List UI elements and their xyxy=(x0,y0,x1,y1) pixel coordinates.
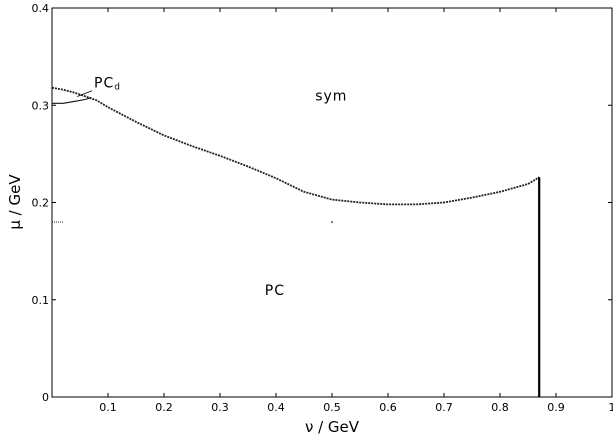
plot-frame xyxy=(51,7,613,398)
x-tick-label: 0.8 xyxy=(491,401,509,414)
region-label: PC xyxy=(265,283,285,299)
phase-boundary-line xyxy=(51,86,540,206)
annotation-pointer-line xyxy=(77,90,93,97)
y-tick-label: 0.3 xyxy=(32,99,50,112)
region-label-subscript: d xyxy=(114,83,121,93)
x-axis-label: ν / GeV xyxy=(305,418,360,436)
isolated-point xyxy=(331,220,333,223)
x-tick-label: 0.5 xyxy=(323,401,341,414)
region-label: PCd xyxy=(94,76,121,93)
y-tick-label: 0.1 xyxy=(32,294,50,307)
region-label-text: sym xyxy=(315,88,347,104)
x-tick-label: 0.3 xyxy=(211,401,229,414)
x-tick-label: 1 xyxy=(609,401,613,414)
y-axis-label: μ / GeV xyxy=(6,174,24,230)
x-tick-label: 0.6 xyxy=(379,401,397,414)
x-tick-label: 0.9 xyxy=(547,401,565,414)
x-tick-label: 0.1 xyxy=(99,401,117,414)
x-tick-label: 0.2 xyxy=(155,401,173,414)
x-tick-label: 0.7 xyxy=(435,401,453,414)
y-tick-label: 0 xyxy=(42,391,49,404)
x-tick-label: 0.4 xyxy=(267,401,285,414)
y-tick-label: 0.2 xyxy=(32,197,50,210)
plot-marks xyxy=(51,86,541,397)
region-label-text: PC xyxy=(265,283,285,299)
pcd-lower-boundary-line xyxy=(52,96,92,104)
axis-ticks: 0.1 0.2 0.3 0.4 0.5 0.6 0.7 0.8 0.9 1 0 0.1 0.2 0.3 0.… xyxy=(32,2,613,414)
region-label-text: PC xyxy=(94,76,114,92)
region-label: sym xyxy=(315,88,347,104)
y-tick-label: 0.4 xyxy=(32,2,50,15)
